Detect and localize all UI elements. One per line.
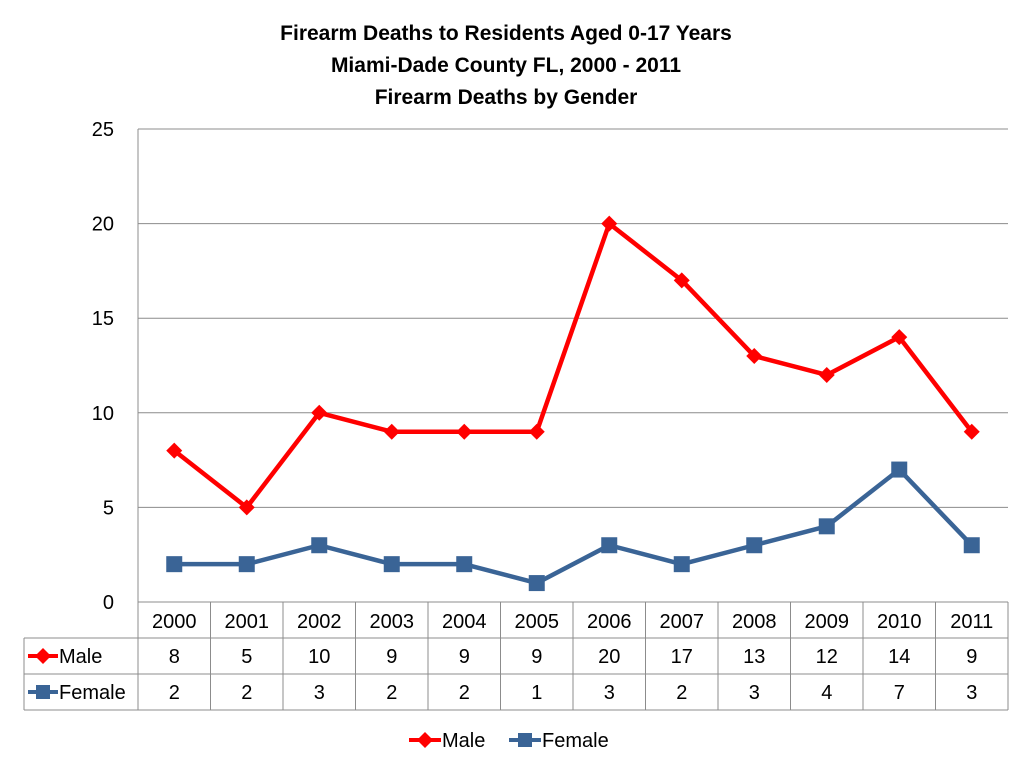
chart-title-line-3: Firearm Deaths by Gender [374,86,638,109]
male-row-label: Male [59,646,102,668]
male-data-value: 9 [459,646,470,668]
female-data-value: 7 [894,682,905,704]
x-tick-label: 2004 [442,611,487,633]
legend-female-label: Female [542,730,609,752]
female-data-point [746,537,763,554]
y-tick-label: 0 [103,592,114,614]
male-data-point [311,404,328,421]
female-data-point [891,461,908,478]
male-data-value: 13 [743,646,765,668]
female-data-point [818,518,835,535]
y-tick-label: 15 [92,308,114,330]
male-data-value: 5 [241,646,252,668]
female-data-point [673,556,690,573]
female-data-point [311,537,328,554]
female-data-value: 2 [676,682,687,704]
legend-male-label: Male [442,730,485,752]
male-data-point [601,215,618,232]
x-tick-label: 2008 [732,611,777,633]
male-data-value: 12 [816,646,838,668]
female-data-value: 2 [169,682,180,704]
x-tick-label: 2000 [152,611,197,633]
female-data-value: 1 [531,682,542,704]
legend-female-marker [518,733,532,747]
female-row-label: Female [59,682,126,704]
male-table-legend-marker [35,648,51,664]
y-tick-label: 20 [92,214,114,236]
male-data-point [166,442,183,459]
chart-title-line-1: Firearm Deaths to Residents Aged 0-17 Ye… [280,22,732,45]
y-tick-label: 25 [92,119,114,141]
male-data-point [383,423,400,440]
male-data-value: 10 [308,646,330,668]
x-tick-label: 2005 [515,611,560,633]
female-data-point [963,537,980,554]
male-data-value: 17 [671,646,693,668]
chart-title: Firearm Deaths to Residents Aged 0-17 Ye… [0,18,1012,114]
legend-male-marker [417,732,433,748]
female-data-point [238,556,255,573]
y-tick-label: 5 [103,497,114,519]
male-data-point [963,423,980,440]
female-data-point [166,556,183,573]
female-data-value: 3 [966,682,977,704]
female-data-point [456,556,473,573]
male-data-point [746,348,763,365]
female-data-value: 2 [241,682,252,704]
x-tick-label: 2002 [297,611,342,633]
chart-title-line-2: Miami-Dade County FL, 2000 - 2011 [330,54,682,77]
x-tick-label: 2007 [660,611,705,633]
male-data-value: 20 [598,646,620,668]
x-tick-label: 2009 [805,611,850,633]
male-data-point [528,423,545,440]
x-tick-label: 2003 [370,611,415,633]
male-data-point [891,329,908,346]
male-data-value: 9 [966,646,977,668]
male-series-line [172,221,974,510]
female-data-point [601,537,618,554]
male-data-point [238,499,255,516]
y-tick-label: 10 [92,403,114,425]
male-data-point [673,272,690,289]
male-data-point [456,423,473,440]
x-tick-label: 2011 [950,611,993,633]
female-series-line [174,467,974,586]
female-table-legend-marker [36,685,50,699]
female-data-value: 4 [821,682,832,704]
female-data-point [528,575,545,592]
male-data-value: 9 [531,646,542,668]
female-data-point [383,556,400,573]
female-data-value: 3 [749,682,760,704]
female-data-value: 3 [604,682,615,704]
male-data-value: 9 [386,646,397,668]
male-data-value: 14 [888,646,910,668]
female-data-value: 2 [459,682,470,704]
x-tick-label: 2006 [587,611,632,633]
male-data-point [818,366,835,383]
female-data-value: 3 [314,682,325,704]
x-tick-label: 2001 [225,611,270,633]
female-data-value: 2 [386,682,397,704]
male-data-value: 8 [169,646,180,668]
x-tick-label: 2010 [877,611,922,633]
